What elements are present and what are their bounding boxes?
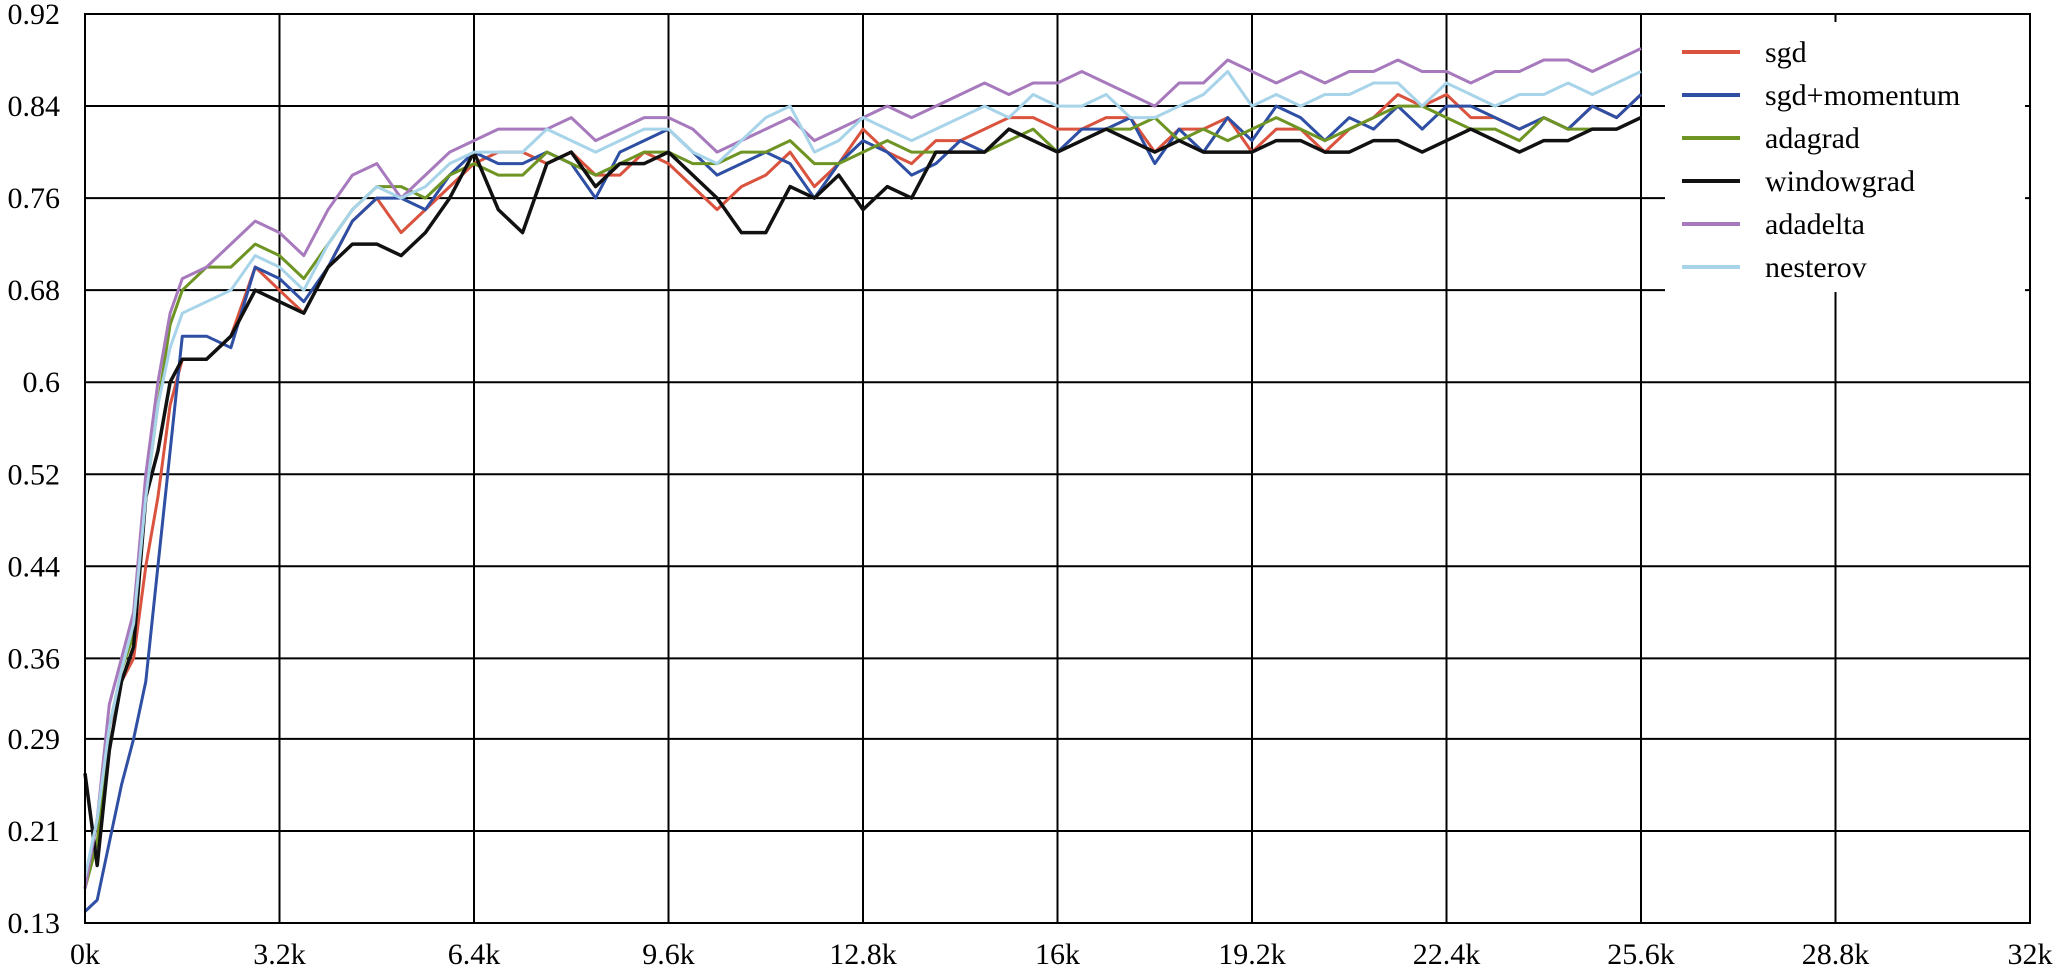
y-tick-label: 0.92 [8, 0, 61, 31]
legend-label: sgd+momentum [1765, 79, 1960, 112]
series-line-nesterov [83, 70, 1642, 878]
x-tick-label: 16k [1035, 938, 1080, 971]
legend-label: nesterov [1765, 251, 1867, 284]
y-tick-label: 0.44 [8, 550, 61, 583]
series-lines [83, 47, 1643, 913]
legend-label: windowgrad [1765, 165, 1915, 198]
y-tick-label: 0.36 [8, 642, 61, 675]
series-line-adagrad [83, 104, 1642, 889]
y-tick-label: 0.21 [8, 815, 61, 848]
y-tick-label: 0.68 [8, 274, 61, 307]
legend: sgd sgd+momentum adagrad windowgrad adadelta… [1665, 22, 2025, 292]
x-tick-label: 3.2k [253, 938, 306, 971]
x-tick-label: 28.8k [1802, 938, 1870, 971]
y-tick-label: 0.52 [8, 458, 61, 491]
legend-label: adadelta [1765, 208, 1865, 241]
x-tick-label: 32k [2008, 938, 2053, 971]
x-tick-label: 9.6k [642, 938, 695, 971]
y-tick-label: 0.84 [8, 90, 61, 123]
series-line-windowgrad [83, 116, 1642, 868]
plot-frame [84, 13, 2031, 924]
x-tick-label: 0k [70, 938, 100, 971]
x-tick-label: 6.4k [448, 938, 501, 971]
y-tick-label: 0.13 [8, 907, 61, 940]
y-tick-label: 0.76 [8, 182, 61, 215]
legend-label: sgd [1765, 36, 1807, 69]
x-tick-label: 12.8k [829, 938, 897, 971]
y-tick-label: 0.29 [8, 723, 61, 756]
x-tick-label: 22.4k [1413, 938, 1481, 971]
x-tick-label: 19.2k [1218, 938, 1286, 971]
y-tick-label: 0.6 [23, 366, 61, 399]
legend-box [1665, 22, 2025, 292]
x-tick-label: 25.6k [1607, 938, 1675, 971]
legend-label: adagrad [1765, 122, 1860, 155]
series-line-adadelta [83, 47, 1642, 889]
axis-tick-labels: 0k 3.2k 6.4k 9.6k 12.8k 16k 19.2k 22.4k 25.6k 28.… [8, 0, 2053, 971]
